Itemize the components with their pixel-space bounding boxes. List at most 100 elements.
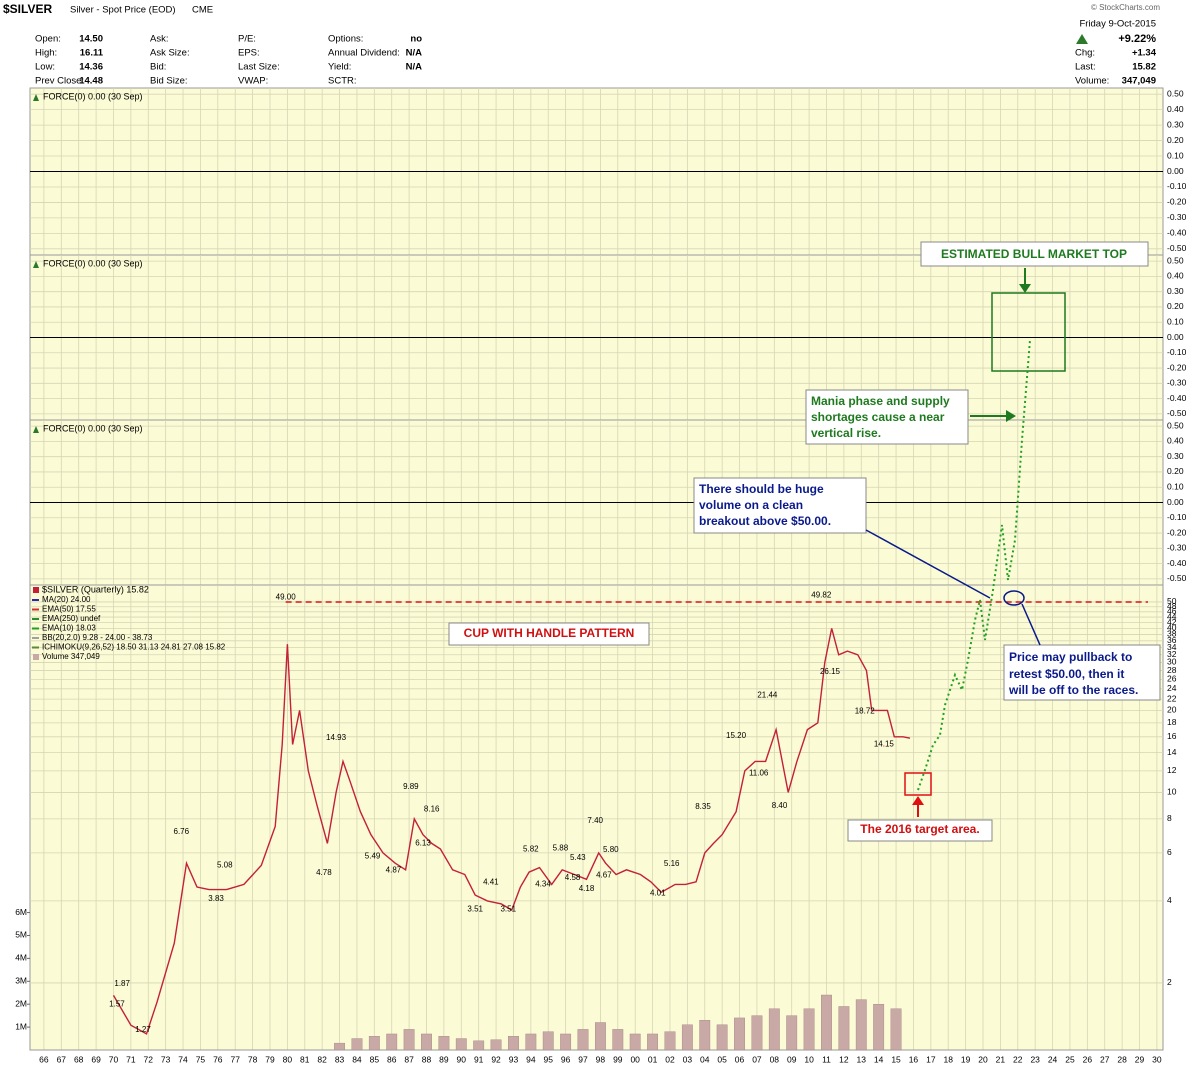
x-tick-label: 89 [439,1054,449,1064]
volume-bar [803,1008,815,1051]
y2-tick-label: 2M [15,998,27,1008]
y-tick-label: -0.30 [1167,212,1187,222]
volume-bar [873,1003,885,1051]
field-label: Bid: [150,62,166,73]
field-label: High: [35,48,57,59]
price-label: 49.00 [276,592,297,601]
field-label: Ask: [150,34,168,45]
field-value: 14.48 [79,76,103,87]
x-tick-label: 98 [596,1054,606,1064]
y-tick-label: -0.20 [1167,527,1187,537]
y-tick-label: 0.50 [1167,420,1184,430]
target-text: The 2016 target area. [860,822,979,836]
retest-circle [1003,590,1025,606]
y-tick-label: 24 [1167,683,1177,693]
y-tick-label: 20 [1167,705,1177,715]
volume-bar [647,1033,659,1051]
volume-bar [838,1006,850,1051]
y2-tick-label: 4M [15,953,27,963]
arrow-head [1019,284,1031,293]
volume-bar [473,1040,485,1051]
price-label: 4.41 [483,877,499,886]
panel-title: FORCE(0) 0.00 (30 Sep) [43,423,143,433]
y-tick-label: 50 [1167,596,1177,606]
target-square [904,772,932,796]
x-tick-label: 11 [822,1054,831,1064]
y-tick-label: 0.40 [1167,104,1184,114]
mania-text: Mania phase and supply [811,394,950,408]
x-tick-label: 71 [126,1054,136,1064]
price-label: 49.82 [811,590,832,599]
quote-value: 15.82 [1132,62,1156,73]
y-tick-label: -0.40 [1167,393,1187,403]
price-label: 6.13 [415,838,431,847]
y-tick-label: 42 [1167,617,1177,627]
y-tick-label: 2 [1167,977,1172,987]
y-tick-label: 0.00 [1167,166,1184,176]
x-tick-label: 96 [561,1054,571,1064]
x-tick-label: 05 [717,1054,727,1064]
price-label: 5.80 [603,845,619,854]
mania-text: shortages cause a near [811,410,945,424]
volume-bar [821,994,832,1051]
legend-label: $SILVER (Quarterly) 15.82 [42,584,149,594]
up-icon [33,426,39,433]
up-icon [33,94,39,101]
price-label: 15.20 [726,731,747,740]
volume-box [693,477,867,534]
field-value: N/A [406,62,423,73]
y-tick-label: 10 [1167,787,1177,797]
y-tick-label: 48 [1167,601,1177,611]
y-tick-label: 30 [1167,657,1177,667]
x-tick-label: 94 [526,1054,536,1064]
x-tick-label: 88 [422,1054,432,1064]
arrow-head [1006,410,1016,422]
price-label: 14.15 [874,739,895,748]
x-tick-label: 00 [630,1054,640,1064]
y-tick-label: 0.20 [1167,301,1184,311]
legend-label: ICHIMOKU(9,26,52) 18.50 31.13 24.81 27.0… [42,643,226,652]
y2-tick-label: 1M [15,1021,27,1031]
volume-bar [368,1036,380,1051]
price-label: 3.51 [467,904,483,913]
quote-value: +1.34 [1132,48,1157,59]
volume-bar [768,1008,780,1051]
y-tick-label: -0.40 [1167,558,1187,568]
x-tick-label: 82 [317,1054,327,1064]
y-tick-label: 0.50 [1167,255,1184,265]
x-tick-label: 12 [839,1054,849,1064]
header: $SILVER Silver - Spot Price (EOD) CME © … [3,2,1160,86]
up-icon [1076,34,1088,44]
volume-bar [334,1042,345,1051]
field-label: Last Size: [238,62,280,73]
arrow-head [912,796,924,805]
x-tick-label: 77 [230,1054,240,1064]
symbol: $SILVER [3,2,52,16]
y-tick-label: -0.40 [1167,228,1187,238]
volume-bar [386,1033,398,1051]
y-tick-label: 0.50 [1167,88,1184,98]
y-tick-label: 44 [1167,611,1177,621]
panel-title: FORCE(0) 0.00 (30 Sep) [43,91,143,101]
y-tick-label: 0.30 [1167,451,1184,461]
x-tick-label: 10 [804,1054,814,1064]
price-label: 1.27 [135,1025,151,1034]
y-tick-label: 22 [1167,693,1177,703]
y-tick-label: 32 [1167,649,1177,659]
price-label: 6.76 [174,827,190,836]
x-tick-label: 67 [57,1054,67,1064]
x-tick-label: 84 [352,1054,362,1064]
legend-label: EMA(10) 18.03 [42,624,96,633]
x-tick-label: 92 [491,1054,501,1064]
x-tick-label: 95 [544,1054,554,1064]
price-label: 4.58 [565,873,581,882]
top-target-box [991,292,1066,372]
y2-tick-label: 6M [15,907,27,917]
y-tick-label: 4 [1167,895,1172,905]
volume-bar [438,1036,450,1051]
y-tick-label: 16 [1167,731,1177,741]
x-tick-label: 97 [578,1054,588,1064]
quote-label: Volume: [1075,76,1109,87]
x-tick-label: 18 [943,1054,953,1064]
x-tick-label: 30 [1152,1054,1162,1064]
